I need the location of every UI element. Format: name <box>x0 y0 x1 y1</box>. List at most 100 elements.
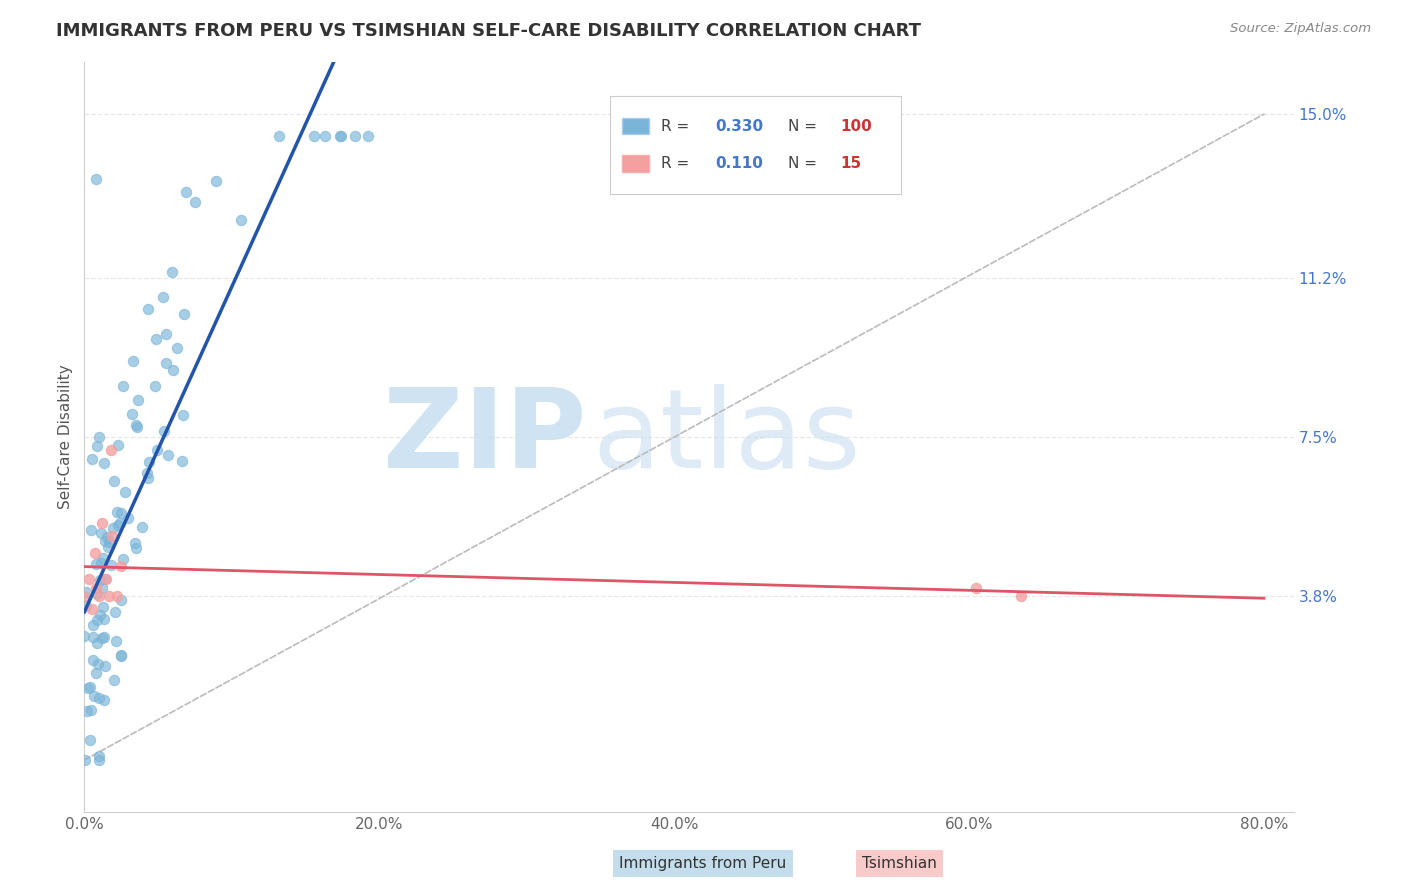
Point <box>83 689 105 703</box>
Point <box>75 584 97 599</box>
Point <box>125 418 148 433</box>
Point <box>96 530 118 544</box>
Point <box>90 556 112 570</box>
Point <box>146 442 169 457</box>
Point <box>105 505 128 519</box>
Text: N =: N = <box>789 156 823 171</box>
Point <box>73 629 96 643</box>
Point <box>87 430 110 444</box>
Point <box>89 574 111 588</box>
Point <box>110 648 132 662</box>
Point <box>110 559 132 574</box>
Point <box>87 690 110 705</box>
Point <box>83 546 105 560</box>
Point <box>174 185 197 199</box>
Point <box>131 520 153 534</box>
Point <box>114 485 136 500</box>
Point <box>136 466 159 480</box>
Point <box>110 592 132 607</box>
Text: 100: 100 <box>841 119 872 134</box>
Point <box>166 342 188 356</box>
Point <box>91 551 114 566</box>
Point <box>93 612 115 626</box>
Point <box>155 326 177 341</box>
Text: 0.110: 0.110 <box>716 156 763 171</box>
Y-axis label: Self-Care Disability: Self-Care Disability <box>58 365 73 509</box>
Point <box>91 599 114 614</box>
Point <box>73 590 96 604</box>
Point <box>98 590 121 604</box>
Point <box>121 353 143 368</box>
Point <box>79 732 101 747</box>
Text: R =: R = <box>661 156 695 171</box>
Text: 15: 15 <box>841 156 862 171</box>
Point <box>80 451 103 466</box>
Point <box>162 362 184 376</box>
Point <box>90 526 112 541</box>
Point <box>82 618 104 632</box>
Point <box>93 456 115 470</box>
Point <box>75 599 97 613</box>
Point <box>86 666 108 681</box>
Point <box>125 541 148 555</box>
Point <box>80 703 103 717</box>
Point <box>302 128 325 143</box>
Point <box>94 658 117 673</box>
Point <box>112 552 135 566</box>
Point <box>330 128 353 143</box>
Point <box>96 572 118 586</box>
Point <box>110 506 132 520</box>
Point <box>153 424 176 438</box>
FancyBboxPatch shape <box>623 155 650 172</box>
Point <box>90 631 112 645</box>
Point <box>110 649 132 664</box>
Point <box>107 518 129 533</box>
Point <box>145 379 167 393</box>
Point <box>100 442 122 457</box>
Point <box>82 630 104 644</box>
Point <box>86 613 108 627</box>
Point <box>121 407 143 421</box>
Point <box>97 535 120 549</box>
Point <box>93 631 115 645</box>
Point <box>73 753 96 767</box>
Point <box>966 581 988 595</box>
Point <box>87 590 110 604</box>
Point <box>79 680 101 694</box>
Text: Immigrants from Peru: Immigrants from Peru <box>620 856 786 871</box>
Text: ZIP: ZIP <box>382 384 586 491</box>
Point <box>84 558 107 572</box>
Point <box>173 307 195 321</box>
Point <box>152 290 174 304</box>
Point <box>329 128 352 143</box>
Point <box>229 213 252 227</box>
Point <box>157 448 180 462</box>
Point <box>87 753 110 767</box>
Point <box>101 521 124 535</box>
Point <box>145 332 167 346</box>
Text: 0.330: 0.330 <box>716 119 763 134</box>
Text: Tsimshian: Tsimshian <box>862 856 938 871</box>
Point <box>127 393 149 408</box>
Point <box>84 581 107 595</box>
Point <box>94 534 117 549</box>
Point <box>136 302 159 317</box>
Point <box>77 681 100 695</box>
Point <box>356 128 378 143</box>
Point <box>82 653 104 667</box>
Point <box>80 524 103 538</box>
Point <box>87 748 110 763</box>
Point <box>125 419 148 434</box>
Point <box>97 540 120 554</box>
Point <box>103 605 125 619</box>
Point <box>155 356 177 370</box>
Point <box>124 536 146 550</box>
Point <box>314 128 336 143</box>
Point <box>105 590 128 604</box>
Point <box>172 408 194 422</box>
Point <box>103 673 125 687</box>
Text: Source: ZipAtlas.com: Source: ZipAtlas.com <box>1230 22 1371 36</box>
Point <box>91 516 114 531</box>
Point <box>267 128 290 143</box>
Text: N =: N = <box>789 119 823 134</box>
